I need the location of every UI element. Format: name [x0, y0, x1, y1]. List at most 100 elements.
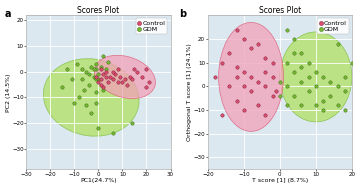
Point [105, 81, 111, 84]
Ellipse shape [43, 59, 139, 136]
Point [299, 52, 304, 55]
Point [234, 75, 239, 78]
Point [306, 61, 312, 64]
Point [291, 94, 297, 97]
Point [100, 73, 106, 76]
Point [349, 61, 355, 64]
Point [105, 60, 111, 63]
Point [234, 28, 239, 31]
Point [262, 85, 268, 88]
Point [335, 85, 340, 88]
Point [134, 70, 140, 73]
Point [98, 65, 104, 68]
Point [76, 96, 82, 99]
Point [96, 81, 101, 84]
Point [93, 68, 99, 71]
Point [71, 101, 77, 104]
Point [291, 37, 297, 40]
Point [144, 68, 149, 71]
Point [100, 88, 106, 91]
Point [60, 86, 65, 89]
Point [273, 90, 279, 93]
Point [83, 104, 89, 107]
Point [86, 83, 92, 86]
Point [241, 108, 247, 112]
Point [234, 66, 239, 69]
Point [262, 113, 268, 116]
Point [96, 78, 101, 81]
Point [129, 78, 135, 81]
Point [117, 75, 123, 78]
Ellipse shape [219, 22, 283, 131]
Point [115, 68, 121, 71]
Point [79, 68, 84, 71]
Point [98, 83, 104, 86]
Point [320, 108, 326, 112]
Ellipse shape [280, 32, 352, 122]
Point [110, 78, 116, 81]
Point [100, 86, 106, 89]
Point [127, 75, 132, 78]
Point [119, 81, 125, 84]
Point [129, 122, 135, 125]
Point [98, 78, 104, 81]
Point [327, 80, 333, 83]
Text: b: b [179, 9, 186, 19]
Point [248, 90, 254, 93]
Point [277, 80, 283, 83]
Point [255, 80, 261, 83]
Point [284, 61, 290, 64]
Point [93, 63, 99, 66]
Point [100, 55, 106, 58]
Point [299, 104, 304, 107]
Point [241, 85, 247, 88]
Point [306, 90, 312, 93]
Point [313, 104, 319, 107]
Point [270, 75, 275, 78]
Point [234, 99, 239, 102]
Ellipse shape [94, 55, 156, 98]
Point [342, 108, 348, 112]
Point [313, 71, 319, 74]
Title: Scores Plot: Scores Plot [77, 5, 119, 15]
Point [262, 71, 268, 74]
Point [98, 68, 104, 71]
Y-axis label: PC2 (14.5%): PC2 (14.5%) [5, 73, 10, 112]
Point [115, 81, 121, 84]
Point [125, 83, 130, 86]
Point [91, 75, 96, 78]
Point [291, 52, 297, 55]
Point [342, 75, 348, 78]
Point [139, 75, 144, 78]
Point [91, 68, 96, 71]
Point [108, 75, 113, 78]
Point [277, 94, 283, 97]
Y-axis label: Orthogonal T score [1] (24.1%): Orthogonal T score [1] (24.1%) [187, 43, 192, 141]
Point [64, 68, 70, 71]
Point [241, 37, 247, 40]
Point [284, 85, 290, 88]
Point [270, 94, 275, 97]
Point [110, 132, 116, 135]
X-axis label: PC1(24.7%): PC1(24.7%) [80, 178, 117, 184]
Point [131, 68, 137, 71]
Point [219, 113, 225, 116]
Point [313, 85, 319, 88]
Point [248, 47, 254, 50]
Point [74, 63, 80, 66]
Point [88, 111, 94, 114]
Point [93, 75, 99, 78]
Point [335, 42, 340, 45]
Point [83, 70, 89, 73]
Point [86, 73, 92, 76]
Point [270, 61, 275, 64]
Point [327, 94, 333, 97]
Point [93, 78, 99, 81]
Point [248, 75, 254, 78]
Point [96, 73, 101, 76]
Point [93, 91, 99, 94]
Point [146, 81, 152, 84]
Point [284, 28, 290, 31]
Point [212, 75, 218, 78]
Point [320, 75, 326, 78]
